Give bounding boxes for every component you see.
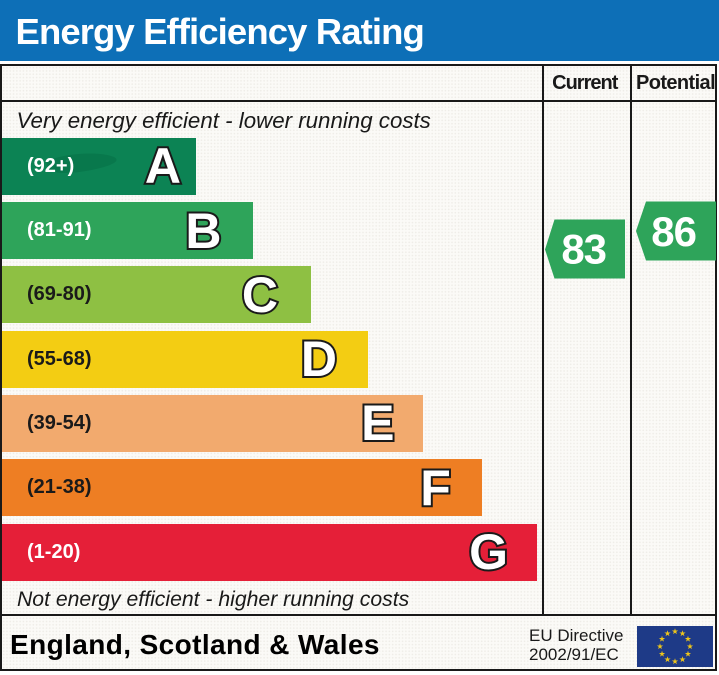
svg-text:83: 83 — [561, 226, 606, 273]
svg-text:86: 86 — [651, 208, 696, 255]
